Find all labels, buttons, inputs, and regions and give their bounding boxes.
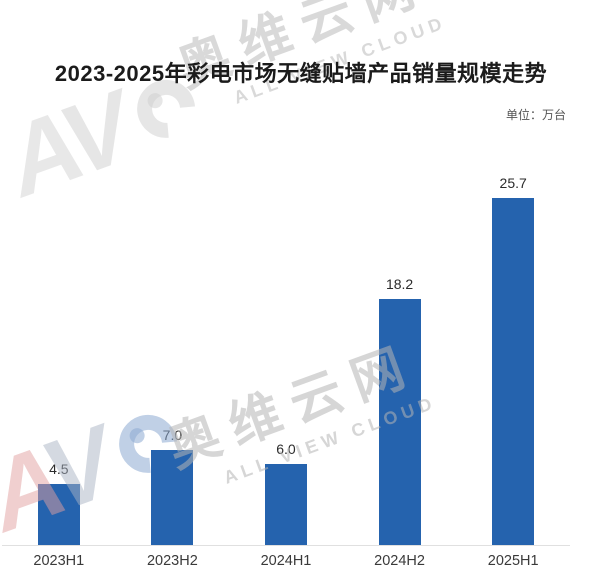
bar-value-label: 6.0 xyxy=(276,441,296,457)
bar-value-label: 18.2 xyxy=(385,276,414,292)
bar-value-label: 25.7 xyxy=(499,175,527,191)
x-axis-label: 2023H1 xyxy=(33,553,85,569)
bar-2025H1 xyxy=(492,198,535,545)
x-axis-label: 2025H1 xyxy=(487,553,539,569)
page-title: 2023-2025年彩电市场无缝贴墙产品销量规模走势 xyxy=(54,61,548,86)
bar-group: 18.2 xyxy=(343,150,457,545)
unit-label: 单位：万台 xyxy=(505,108,566,122)
bar-2023H1 xyxy=(37,484,80,545)
bar-group: 25.7 xyxy=(456,150,570,545)
bar-2024H2 xyxy=(378,299,421,545)
bar-group: 4.5 xyxy=(2,150,116,545)
bar-2024H1 xyxy=(264,464,307,545)
x-axis-label: 2023H2 xyxy=(146,553,198,569)
bar-chart: 4.5 7.0 6.0 18.2 25.7 xyxy=(2,150,570,546)
bar-group: 7.0 xyxy=(116,150,230,545)
bar-2023H2 xyxy=(151,450,194,545)
x-axis-label: 2024H2 xyxy=(374,553,425,569)
x-axis-label: 2024H1 xyxy=(260,553,312,569)
x-axis: 2023H1 2023H2 2024H1 2024H2 2025H1 xyxy=(2,553,570,569)
bar-value-label: 7.0 xyxy=(162,427,183,443)
bar-group: 6.0 xyxy=(229,150,343,545)
bar-value-label: 4.5 xyxy=(49,461,69,477)
